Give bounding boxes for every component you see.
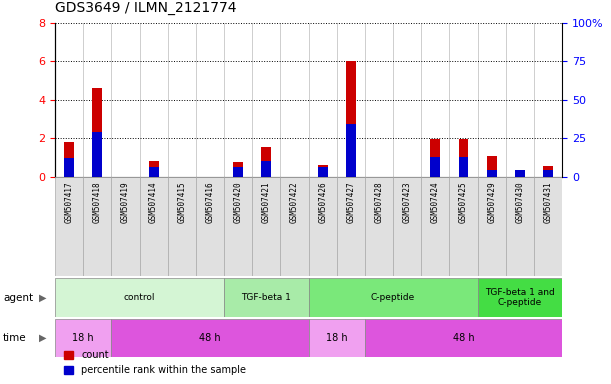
FancyBboxPatch shape xyxy=(534,177,562,276)
FancyBboxPatch shape xyxy=(309,278,478,317)
FancyBboxPatch shape xyxy=(450,177,478,276)
Text: GSM507414: GSM507414 xyxy=(149,182,158,223)
FancyBboxPatch shape xyxy=(280,177,309,276)
FancyBboxPatch shape xyxy=(55,319,111,357)
FancyBboxPatch shape xyxy=(111,319,309,357)
Bar xyxy=(233,162,243,177)
FancyBboxPatch shape xyxy=(55,177,83,276)
Text: GSM507415: GSM507415 xyxy=(177,182,186,223)
Bar xyxy=(262,161,271,177)
Text: GSM507416: GSM507416 xyxy=(205,182,214,223)
Bar xyxy=(64,158,74,177)
FancyBboxPatch shape xyxy=(83,177,111,276)
Bar xyxy=(459,157,469,177)
Text: 18 h: 18 h xyxy=(326,333,348,343)
Bar xyxy=(148,167,158,177)
Text: GSM507424: GSM507424 xyxy=(431,182,440,223)
Bar xyxy=(92,132,102,177)
Text: GSM507427: GSM507427 xyxy=(346,182,356,223)
Legend: count, percentile rank within the sample: count, percentile rank within the sample xyxy=(60,346,250,379)
Text: time: time xyxy=(3,333,27,343)
Text: 48 h: 48 h xyxy=(453,333,474,343)
Text: GSM507422: GSM507422 xyxy=(290,182,299,223)
Text: GSM507429: GSM507429 xyxy=(487,182,496,223)
FancyBboxPatch shape xyxy=(365,319,562,357)
FancyBboxPatch shape xyxy=(224,278,309,317)
FancyBboxPatch shape xyxy=(365,177,393,276)
Text: control: control xyxy=(124,293,155,302)
Bar xyxy=(543,170,553,177)
FancyBboxPatch shape xyxy=(309,177,337,276)
Bar xyxy=(430,157,441,177)
Text: 18 h: 18 h xyxy=(72,333,94,343)
Text: GSM507431: GSM507431 xyxy=(544,182,552,223)
FancyBboxPatch shape xyxy=(252,177,280,276)
Text: GSM507418: GSM507418 xyxy=(93,182,102,223)
Text: ▶: ▶ xyxy=(38,293,46,303)
Text: GSM507425: GSM507425 xyxy=(459,182,468,223)
Bar xyxy=(543,166,553,177)
Bar xyxy=(64,142,74,177)
Text: C-peptide: C-peptide xyxy=(371,293,415,302)
FancyBboxPatch shape xyxy=(309,319,365,357)
Text: GSM507426: GSM507426 xyxy=(318,182,327,223)
FancyBboxPatch shape xyxy=(224,177,252,276)
FancyBboxPatch shape xyxy=(139,177,167,276)
Bar xyxy=(262,147,271,177)
FancyBboxPatch shape xyxy=(337,177,365,276)
FancyBboxPatch shape xyxy=(478,278,562,317)
FancyBboxPatch shape xyxy=(478,177,506,276)
Bar xyxy=(318,167,327,177)
Bar xyxy=(430,139,441,177)
Bar xyxy=(233,167,243,177)
Text: GDS3649 / ILMN_2121774: GDS3649 / ILMN_2121774 xyxy=(55,2,236,15)
Text: TGF-beta 1: TGF-beta 1 xyxy=(241,293,291,302)
FancyBboxPatch shape xyxy=(111,177,139,276)
Bar xyxy=(515,170,525,177)
Text: agent: agent xyxy=(3,293,33,303)
Text: GSM507420: GSM507420 xyxy=(233,182,243,223)
Bar xyxy=(487,170,497,177)
FancyBboxPatch shape xyxy=(393,177,421,276)
FancyBboxPatch shape xyxy=(196,177,224,276)
Text: GSM507417: GSM507417 xyxy=(65,182,73,223)
Text: GSM507421: GSM507421 xyxy=(262,182,271,223)
Bar xyxy=(148,161,158,177)
Bar xyxy=(459,139,469,177)
Bar xyxy=(92,88,102,177)
Text: ▶: ▶ xyxy=(38,333,46,343)
Text: GSM507430: GSM507430 xyxy=(515,182,524,223)
FancyBboxPatch shape xyxy=(506,177,534,276)
FancyBboxPatch shape xyxy=(421,177,450,276)
FancyBboxPatch shape xyxy=(167,177,196,276)
Text: GSM507428: GSM507428 xyxy=(375,182,384,223)
Bar xyxy=(487,156,497,177)
Bar xyxy=(346,124,356,177)
Text: 48 h: 48 h xyxy=(199,333,221,343)
FancyBboxPatch shape xyxy=(55,278,224,317)
Text: GSM507419: GSM507419 xyxy=(121,182,130,223)
Bar xyxy=(346,61,356,177)
Text: TGF-beta 1 and
C-peptide: TGF-beta 1 and C-peptide xyxy=(485,288,555,307)
Bar xyxy=(318,165,327,177)
Text: GSM507423: GSM507423 xyxy=(403,182,412,223)
